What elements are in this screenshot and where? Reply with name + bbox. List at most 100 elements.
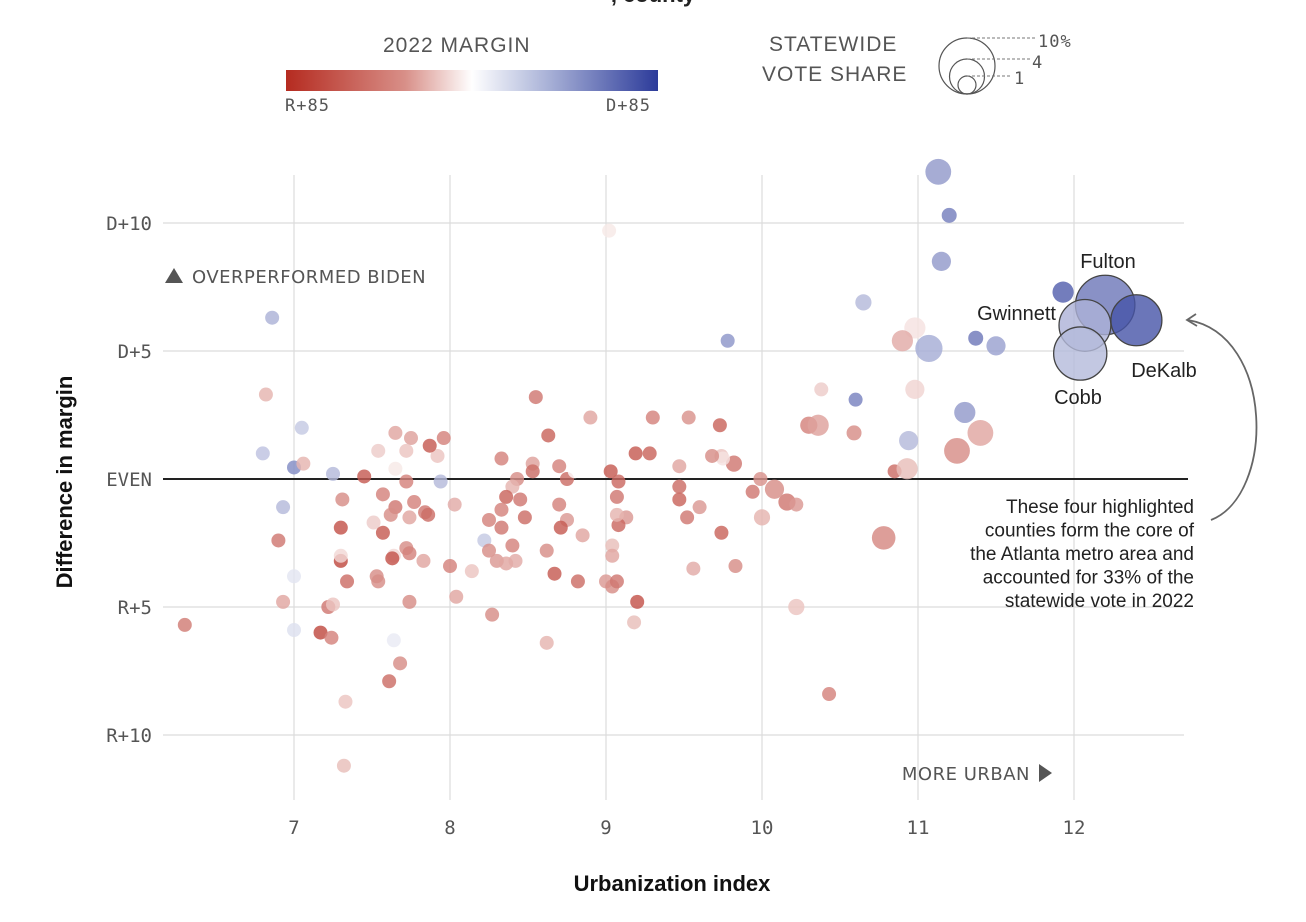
county-point[interactable] (399, 443, 414, 458)
county-point[interactable] (513, 492, 528, 507)
county-point[interactable] (326, 466, 340, 481)
county-point[interactable] (814, 382, 829, 397)
county-point[interactable] (645, 410, 660, 425)
county-point[interactable] (449, 589, 464, 604)
county-point[interactable] (499, 489, 514, 504)
county-point[interactable] (602, 223, 617, 238)
county-point[interactable] (287, 623, 301, 638)
county-point[interactable] (333, 520, 348, 535)
county-point[interactable] (605, 548, 620, 563)
county-point[interactable] (896, 458, 918, 480)
county-point[interactable] (944, 437, 970, 464)
highlighted-county-dekalb[interactable] (1110, 294, 1163, 347)
county-point[interactable] (271, 533, 286, 548)
county-point[interactable] (430, 448, 445, 463)
county-point[interactable] (402, 546, 417, 561)
county-point[interactable] (340, 574, 355, 589)
county-point[interactable] (753, 472, 768, 486)
county-point[interactable] (505, 538, 520, 553)
county-point[interactable] (848, 392, 863, 407)
county-point[interactable] (915, 334, 943, 363)
county-point[interactable] (583, 410, 598, 425)
county-point[interactable] (258, 387, 273, 402)
county-point[interactable] (753, 509, 771, 526)
county-point[interactable] (383, 507, 398, 522)
county-point[interactable] (382, 674, 397, 689)
county-point[interactable] (764, 479, 785, 499)
county-point[interactable] (255, 446, 270, 461)
county-point[interactable] (525, 464, 540, 479)
county-point[interactable] (941, 207, 957, 223)
county-point[interactable] (407, 495, 422, 510)
county-point[interactable] (807, 414, 829, 436)
county-point[interactable] (605, 538, 620, 553)
county-point[interactable] (399, 474, 414, 489)
county-point[interactable] (905, 379, 925, 399)
county-point[interactable] (436, 431, 451, 446)
county-point[interactable] (528, 390, 543, 405)
county-point[interactable] (539, 543, 554, 558)
county-point[interactable] (517, 510, 532, 525)
county-point[interactable] (954, 401, 976, 424)
county-point[interactable] (728, 559, 743, 574)
county-point[interactable] (692, 500, 707, 515)
county-point[interactable] (547, 566, 562, 581)
county-point[interactable] (494, 451, 509, 466)
county-point[interactable] (485, 607, 500, 622)
county-point[interactable] (627, 615, 642, 630)
county-point[interactable] (447, 497, 462, 512)
county-point[interactable] (789, 497, 804, 512)
county-point[interactable] (672, 479, 687, 494)
county-point[interactable] (313, 625, 328, 640)
county-point[interactable] (567, 464, 582, 479)
county-point[interactable] (402, 510, 417, 525)
county-point[interactable] (276, 594, 291, 609)
county-point[interactable] (539, 635, 554, 650)
county-point[interactable] (686, 561, 701, 576)
county-point[interactable] (628, 446, 643, 461)
county-point[interactable] (672, 492, 687, 507)
county-point[interactable] (494, 502, 509, 517)
county-point[interactable] (846, 425, 862, 441)
county-point[interactable] (482, 512, 496, 527)
county-point[interactable] (967, 420, 994, 446)
highlighted-county-cobb[interactable] (1052, 326, 1108, 381)
county-point[interactable] (609, 489, 624, 504)
county-point[interactable] (891, 330, 914, 352)
county-point[interactable] (326, 597, 340, 612)
county-point[interactable] (508, 553, 523, 568)
county-point[interactable] (422, 438, 437, 453)
county-point[interactable] (324, 630, 339, 645)
county-point[interactable] (402, 594, 417, 609)
county-point[interactable] (925, 158, 952, 185)
county-point[interactable] (433, 474, 448, 489)
county-point[interactable] (375, 525, 390, 540)
county-point[interactable] (720, 333, 735, 348)
county-point[interactable] (366, 515, 381, 530)
county-point[interactable] (505, 479, 520, 494)
county-point[interactable] (899, 431, 919, 451)
county-point[interactable] (603, 464, 618, 479)
county-point[interactable] (1052, 281, 1074, 303)
county-point[interactable] (642, 446, 657, 461)
county-point[interactable] (672, 459, 687, 474)
county-point[interactable] (296, 456, 311, 471)
county-point[interactable] (416, 553, 431, 568)
county-point[interactable] (494, 520, 509, 535)
county-point[interactable] (375, 487, 390, 502)
county-point[interactable] (482, 543, 496, 558)
county-point[interactable] (371, 443, 386, 458)
county-point[interactable] (575, 528, 590, 543)
county-point[interactable] (871, 526, 896, 550)
county-point[interactable] (393, 656, 408, 671)
county-point[interactable] (333, 548, 348, 563)
county-point[interactable] (388, 461, 403, 476)
county-point[interactable] (338, 694, 353, 709)
county-point[interactable] (371, 574, 386, 589)
county-point[interactable] (464, 564, 479, 579)
county-point[interactable] (788, 598, 805, 616)
county-point[interactable] (716, 451, 730, 466)
county-point[interactable] (276, 500, 291, 515)
county-point[interactable] (552, 459, 567, 474)
county-point[interactable] (611, 518, 626, 533)
